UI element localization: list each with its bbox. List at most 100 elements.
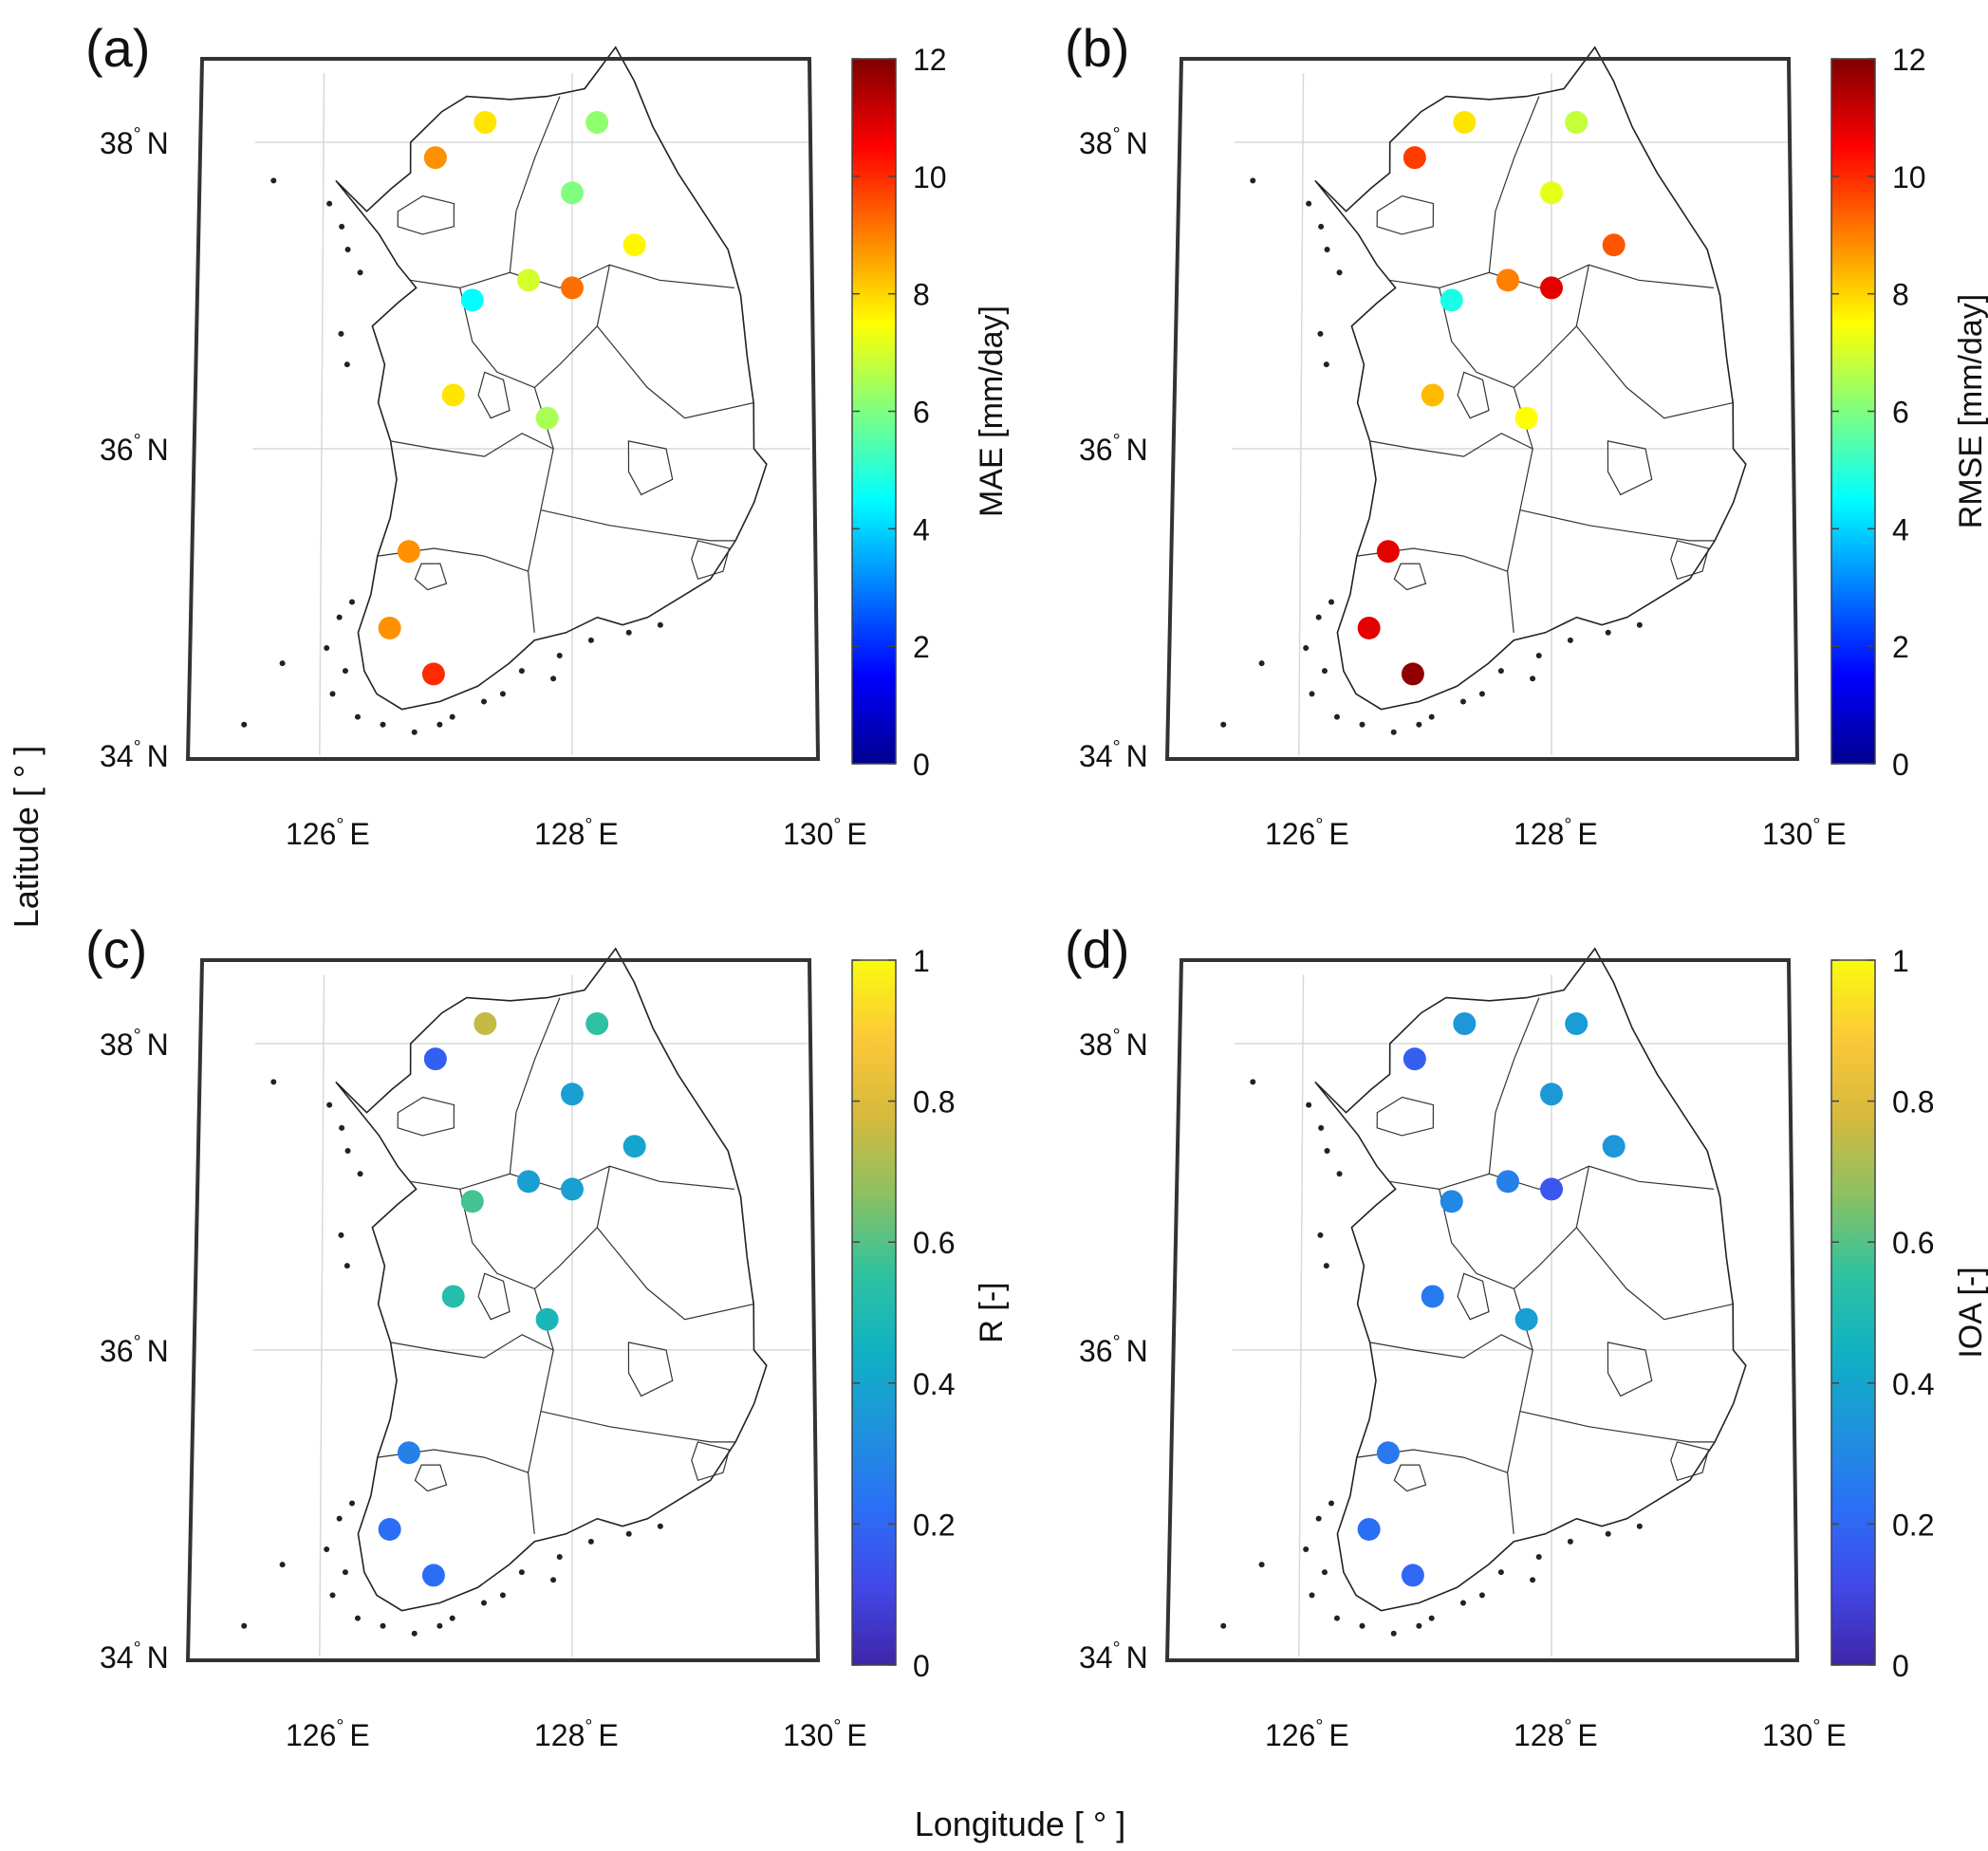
- island: [657, 621, 663, 628]
- panel-label-d: (d): [1065, 919, 1129, 979]
- province-boundary: [1519, 1411, 1716, 1443]
- city-boundary: [1376, 1096, 1435, 1137]
- island: [1390, 1630, 1397, 1637]
- station-point: [1403, 146, 1426, 170]
- colorbar-tick-label: 1: [913, 944, 930, 978]
- station-point: [622, 233, 646, 257]
- province-boundary: [540, 509, 736, 542]
- colorbar-tick-label: 0: [913, 1649, 930, 1683]
- gridline-lon: [1298, 974, 1305, 1657]
- colorbar-tick-label: 0: [1892, 748, 1909, 782]
- map-frame: [185, 57, 821, 761]
- island: [518, 668, 525, 675]
- island: [1250, 1079, 1256, 1085]
- station-point: [585, 1012, 609, 1036]
- station-point: [1602, 1135, 1626, 1158]
- city-boundary: [1457, 1272, 1490, 1321]
- colorbar-title: RMSE [mm/day]: [1953, 294, 1988, 528]
- station-point: [1540, 1083, 1563, 1106]
- city-boundary: [477, 371, 511, 419]
- colorbar-tick-label: 12: [913, 43, 947, 77]
- station-point: [1453, 111, 1477, 135]
- station-point: [1565, 1012, 1589, 1036]
- province-boundary: [459, 287, 554, 633]
- colorbar: [851, 959, 897, 1666]
- lat-tick-label: 36° N: [100, 1332, 169, 1368]
- station-point: [1565, 111, 1589, 135]
- station-point: [397, 1441, 420, 1465]
- island: [411, 729, 418, 735]
- island: [1220, 721, 1227, 728]
- city-boundary: [1670, 1441, 1710, 1482]
- island: [1416, 721, 1422, 728]
- island: [1321, 1569, 1328, 1576]
- colorbar-tick-label: 2: [1892, 630, 1909, 664]
- station-point: [1602, 233, 1626, 257]
- city-boundary: [414, 1464, 448, 1492]
- island: [437, 1622, 443, 1629]
- island: [1336, 269, 1343, 276]
- coastline: [335, 947, 768, 1612]
- province-boundary: [1369, 1334, 1533, 1359]
- colorbar: [1830, 959, 1876, 1666]
- lon-tick-label: 128° E: [1514, 815, 1598, 851]
- city-boundary: [1393, 563, 1427, 591]
- station-point: [441, 383, 465, 407]
- y-axis-title: Latitude [ ° ]: [7, 746, 46, 929]
- island: [1323, 361, 1329, 368]
- island: [1328, 1500, 1334, 1507]
- island: [1535, 1554, 1542, 1561]
- island: [342, 668, 348, 675]
- lon-tick-label: 126° E: [286, 815, 370, 851]
- lon-tick-label: 128° E: [1514, 1716, 1598, 1752]
- island: [324, 644, 330, 651]
- city-boundary: [477, 1272, 511, 1321]
- island: [625, 629, 632, 636]
- city-boundary: [1457, 371, 1490, 419]
- island: [1324, 1148, 1330, 1155]
- lat-tick-label: 38° N: [100, 1026, 169, 1062]
- island: [550, 676, 557, 682]
- island: [1258, 660, 1265, 667]
- island: [657, 1523, 663, 1529]
- colorbar-title: MAE [mm/day]: [974, 305, 1010, 517]
- island: [556, 653, 563, 659]
- station-point: [1421, 1285, 1444, 1308]
- station-point: [1440, 288, 1463, 312]
- station-point: [1421, 383, 1444, 407]
- panel-label-c: (c): [85, 919, 147, 979]
- colorbar-tick-label: 0.4: [913, 1367, 955, 1401]
- lon-tick-label: 130° E: [1762, 1716, 1847, 1752]
- city-boundary: [691, 540, 731, 581]
- colorbar-tick-label: 10: [913, 160, 947, 194]
- lat-tick-label: 38° N: [100, 124, 169, 160]
- island: [336, 614, 343, 620]
- coastline: [1314, 947, 1747, 1612]
- station-point: [516, 268, 540, 292]
- colorbar-tick-label: 0.2: [1892, 1508, 1934, 1542]
- province-boundary: [596, 1227, 754, 1321]
- station-point: [441, 1285, 465, 1308]
- island: [339, 1124, 345, 1131]
- island: [357, 269, 363, 276]
- island: [1497, 1569, 1504, 1576]
- station-point: [1401, 1564, 1424, 1587]
- island: [1220, 1622, 1227, 1629]
- island: [1303, 1546, 1310, 1552]
- island: [1478, 1592, 1485, 1599]
- x-axis-title: Longitude [ ° ]: [915, 1805, 1126, 1843]
- colorbar-tick-label: 4: [913, 512, 930, 546]
- island: [1309, 691, 1315, 697]
- panel-c: (c) 38° N 36° N 34° N 126° E 128° E 130° E 0 0.2 0.4 0.6…: [85, 919, 1010, 1752]
- lat-tick-label: 34° N: [1079, 737, 1148, 773]
- colorbar-tick-label: 6: [1892, 396, 1909, 430]
- city-boundary: [1607, 1342, 1653, 1398]
- island: [499, 1592, 506, 1599]
- city-boundary: [397, 194, 455, 235]
- city-boundary: [397, 1096, 455, 1137]
- lat-tick-label: 36° N: [100, 431, 169, 467]
- island: [326, 200, 333, 207]
- island: [344, 247, 351, 253]
- city-boundary: [414, 563, 448, 591]
- colorbar-tick-label: 8: [1892, 278, 1909, 312]
